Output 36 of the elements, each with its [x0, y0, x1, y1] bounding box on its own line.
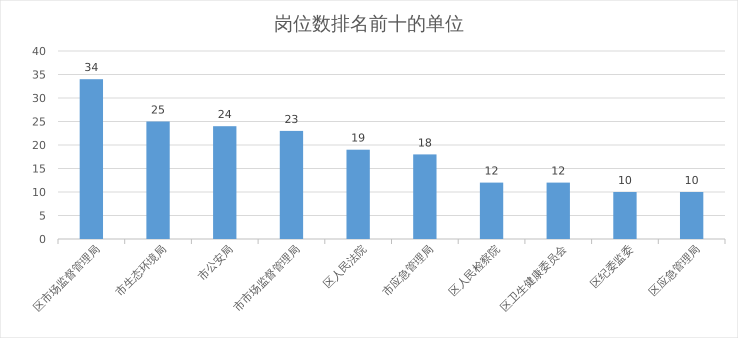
data-label: 12	[484, 164, 499, 178]
chart-title: 岗位数排名前十的单位	[274, 13, 464, 35]
x-tick-label: 区人民检察院	[446, 242, 502, 299]
bar	[680, 192, 704, 239]
data-label: 12	[551, 164, 566, 178]
bar	[80, 79, 104, 239]
y-tick-label: 20	[32, 138, 46, 152]
y-tick-label: 40	[32, 44, 46, 58]
y-tick-label: 25	[32, 115, 46, 128]
bar	[213, 126, 236, 239]
bar	[346, 150, 370, 239]
data-label: 25	[151, 104, 166, 116]
bar	[280, 130, 304, 239]
data-label: 23	[284, 112, 298, 126]
x-tick-label: 区纪委监委	[588, 242, 636, 291]
x-tick-label: 市应急管理局	[380, 242, 436, 299]
x-tick-label: 区应急管理局	[646, 242, 702, 299]
data-label: 19	[351, 132, 366, 145]
bar	[613, 192, 637, 239]
bar	[546, 182, 570, 239]
data-label: 34	[84, 61, 98, 74]
y-tick-label: 30	[32, 92, 46, 105]
x-tick-label: 市公安局	[195, 242, 236, 283]
data-label: 10	[684, 174, 699, 187]
data-label: 24	[218, 108, 232, 122]
y-tick-label: 10	[32, 186, 46, 199]
bar	[413, 154, 437, 239]
x-tick-label: 区人民法院	[320, 242, 369, 291]
y-tick-label: 5	[39, 209, 46, 222]
data-label: 10	[618, 174, 632, 187]
bar	[146, 122, 170, 239]
data-label: 18	[418, 136, 432, 150]
y-tick-label: 35	[32, 68, 46, 82]
x-tick-label: 市生态环境局	[113, 242, 169, 299]
y-tick-label: 15	[32, 162, 46, 176]
bar	[480, 182, 504, 239]
